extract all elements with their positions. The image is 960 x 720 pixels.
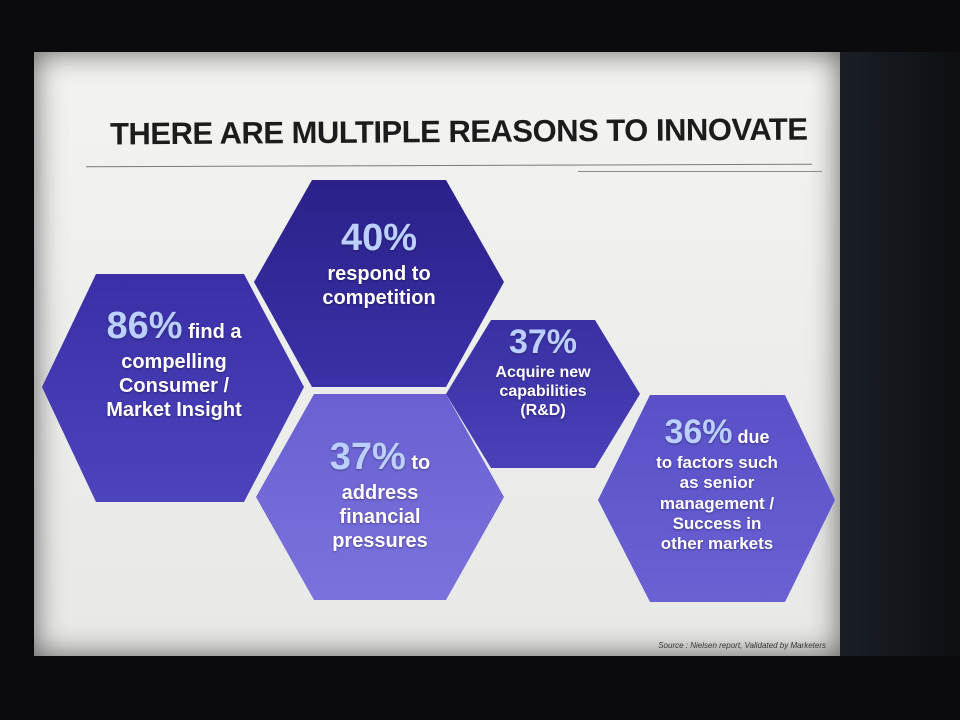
- hexagon-36: [598, 395, 835, 602]
- hexagon-cluster: [42, 180, 835, 602]
- reason-37-financial-line: address: [341, 481, 419, 504]
- reason-36-line: as senior: [679, 473, 755, 493]
- reason-40: 40% respond to competition: [279, 216, 479, 310]
- reason-86-lead: find a: [182, 321, 242, 343]
- reason-36-percent: 36%: [664, 413, 733, 451]
- hexagon-40: [254, 180, 504, 387]
- reason-86-percent: 86%: [106, 305, 183, 347]
- reason-40-percent: 40%: [340, 217, 418, 259]
- reason-37-capabilities-line: Acquire new: [495, 363, 591, 381]
- reason-86-line: Market Insight: [106, 398, 242, 421]
- reason-37-financial-line: financial: [339, 505, 421, 528]
- hexagon-86: [42, 274, 304, 502]
- reason-86: 86% find a compelling Consumer / Market …: [64, 304, 284, 422]
- reason-36-lead: due: [732, 427, 770, 447]
- reason-36: 36% due to factors such as senior manage…: [622, 412, 812, 555]
- source-note: Source : Nielsen report, Validated by Ma…: [658, 641, 826, 650]
- reason-37-financial-percent: 37%: [329, 436, 406, 478]
- reason-36-line: to factors such: [656, 452, 778, 472]
- reason-36-line: other markets: [660, 534, 774, 554]
- reason-37-capabilities-line: capabilities: [499, 382, 587, 400]
- hexagon-37-financial: [256, 394, 504, 600]
- reason-37-capabilities-percent: 37%: [508, 323, 578, 361]
- background-edge: [840, 52, 960, 656]
- reason-37-financial-line: pressures: [332, 529, 428, 552]
- reason-86-line: compelling: [121, 350, 227, 373]
- reason-37-financial-lead: to: [405, 452, 431, 474]
- hexagon-37-capabilities: [446, 320, 640, 468]
- reason-86-line: Consumer /: [118, 374, 230, 397]
- reason-37-financial: 37% to address financial pressures: [280, 435, 480, 553]
- reason-36-line: Success in: [672, 513, 762, 533]
- reason-40-line: respond to: [327, 262, 431, 285]
- title-underline-accent: [578, 171, 822, 172]
- reason-37-capabilities-line: (R&D): [520, 402, 566, 420]
- slide: THERE ARE MULTIPLE REASONS TO INNOVATE: [34, 52, 840, 656]
- reason-40-line: competition: [322, 286, 436, 309]
- reason-37-capabilities: 37% Acquire new capabilities (R&D): [468, 322, 618, 420]
- reason-36-line: management /: [659, 493, 775, 513]
